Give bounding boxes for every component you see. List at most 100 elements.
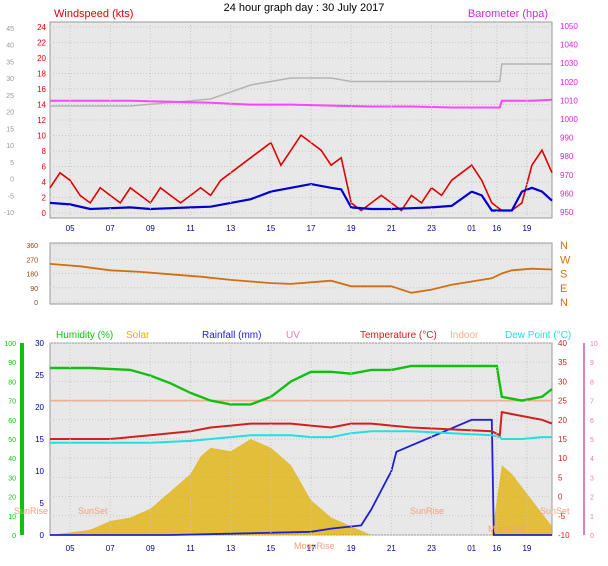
xtick-atmos: 07 xyxy=(106,544,115,553)
sun-moon-annotation: SunRise xyxy=(14,506,48,516)
series-grey xyxy=(50,63,552,107)
ytick-temp: 25 xyxy=(558,397,567,406)
chart-title: 24 hour graph day : 30 July 2017 xyxy=(224,2,385,14)
xtick-wind: 11 xyxy=(186,224,195,233)
legend-item: Temperature (°C) xyxy=(360,330,437,341)
ytick-rain: 30 xyxy=(35,339,44,348)
ytick-baro: 1050 xyxy=(560,22,578,31)
xtick-atmos: 16 xyxy=(492,544,501,553)
ytick-wind: 8 xyxy=(42,147,47,156)
ytick-uv: 7 xyxy=(590,399,594,406)
ytick-wind-alt: 20 xyxy=(6,110,14,117)
ytick-direction: 360 xyxy=(26,243,38,250)
ytick-wind-alt: 10 xyxy=(6,143,14,150)
ytick-direction: 90 xyxy=(30,286,38,293)
ytick-humidity: 60 xyxy=(8,418,16,425)
sun-moon-annotation: SunSet xyxy=(78,506,108,516)
ytick-baro: 1040 xyxy=(560,41,578,50)
ytick-baro: 960 xyxy=(560,189,574,198)
series-windspeed xyxy=(49,133,553,212)
legend-item: Dew Point (°C) xyxy=(505,330,571,341)
ytick-wind: 12 xyxy=(37,116,46,125)
ytick-compass: W xyxy=(560,254,571,266)
ytick-wind: 4 xyxy=(42,178,47,187)
ytick-temp: 40 xyxy=(558,339,567,348)
ytick-humidity: 10 xyxy=(8,514,16,521)
series-humidity xyxy=(50,364,553,406)
ytick-wind: 10 xyxy=(37,132,46,141)
sun-moon-annotation: SunSet xyxy=(540,506,570,516)
xtick-wind: 23 xyxy=(427,224,436,233)
legend-item: Humidity (%) xyxy=(56,330,113,341)
ytick-compass: S xyxy=(560,269,567,281)
plot-area-direction xyxy=(49,242,553,305)
ytick-wind-alt: 0 xyxy=(10,177,14,184)
ytick-compass: N xyxy=(560,240,568,252)
ytick-temp: 0 xyxy=(558,493,563,502)
xtick-wind: 01 xyxy=(467,224,476,233)
legend-item: Solar xyxy=(126,330,150,341)
ytick-humidity: 70 xyxy=(8,399,16,406)
ytick-wind: 16 xyxy=(37,85,46,94)
ytick-wind: 22 xyxy=(37,39,46,48)
ytick-temp: 15 xyxy=(558,435,567,444)
xtick-wind: 16 xyxy=(492,224,501,233)
ytick-wind: 14 xyxy=(37,101,46,110)
xtick-atmos: 05 xyxy=(66,544,75,553)
ytick-baro: 950 xyxy=(560,208,574,217)
xtick-atmos: 09 xyxy=(146,544,155,553)
ytick-temp: 10 xyxy=(558,454,567,463)
xtick-atmos: 11 xyxy=(186,544,195,553)
ytick-wind: 2 xyxy=(42,194,47,203)
ytick-direction: 270 xyxy=(26,257,38,264)
ytick-humidity: 0 xyxy=(12,533,16,540)
ytick-uv: 9 xyxy=(590,360,594,367)
xtick-wind: 13 xyxy=(226,224,235,233)
ytick-temp: 35 xyxy=(558,358,567,367)
ytick-uv: 5 xyxy=(590,437,594,444)
ytick-temp: 20 xyxy=(558,416,567,425)
ytick-direction: 0 xyxy=(34,300,38,307)
legend-item: Indoor xyxy=(450,330,479,341)
ytick-humidity: 50 xyxy=(8,437,16,444)
ytick-wind: 0 xyxy=(42,209,47,218)
ytick-wind-alt: 25 xyxy=(6,93,14,100)
series-solar xyxy=(50,439,552,535)
ytick-humidity: 30 xyxy=(8,475,16,482)
xtick-wind: 05 xyxy=(66,224,75,233)
ytick-wind-alt: 45 xyxy=(6,26,14,33)
ytick-uv: 3 xyxy=(590,475,594,482)
baro-axis-label: Barometer (hpa) xyxy=(468,8,548,20)
ytick-rain: 0 xyxy=(40,531,45,540)
xtick-atmos: 13 xyxy=(226,544,235,553)
ytick-wind-alt: 40 xyxy=(6,43,14,50)
ytick-baro: 1030 xyxy=(560,59,578,68)
xtick-atmos: 23 xyxy=(427,544,436,553)
xtick-atmos: 17 xyxy=(307,544,316,553)
ytick-wind-alt: -10 xyxy=(4,210,14,217)
xtick-atmos: 01 xyxy=(467,544,476,553)
ytick-temp: -10 xyxy=(558,531,570,540)
ytick-compass: N xyxy=(560,297,568,309)
series-wind-direction xyxy=(49,263,553,294)
ytick-wind-alt: -5 xyxy=(8,193,14,200)
ytick-humidity: 90 xyxy=(8,360,16,367)
ytick-uv: 6 xyxy=(590,418,594,425)
xtick-wind: 09 xyxy=(146,224,155,233)
ytick-uv: 8 xyxy=(590,379,594,386)
ytick-wind-alt: 30 xyxy=(6,76,14,83)
series-temperature xyxy=(50,410,553,440)
ytick-wind-alt: 35 xyxy=(6,59,14,66)
ytick-rain: 10 xyxy=(35,467,44,476)
ytick-compass: E xyxy=(560,283,567,295)
ytick-wind: 18 xyxy=(37,70,46,79)
ytick-uv: 4 xyxy=(590,456,594,463)
ytick-wind: 6 xyxy=(42,163,47,172)
ytick-wind: 20 xyxy=(37,54,46,63)
ytick-rain: 15 xyxy=(35,435,44,444)
ytick-temp: 30 xyxy=(558,377,567,386)
xtick-wind: 21 xyxy=(387,224,396,233)
legend-item: Rainfall (mm) xyxy=(202,330,261,341)
